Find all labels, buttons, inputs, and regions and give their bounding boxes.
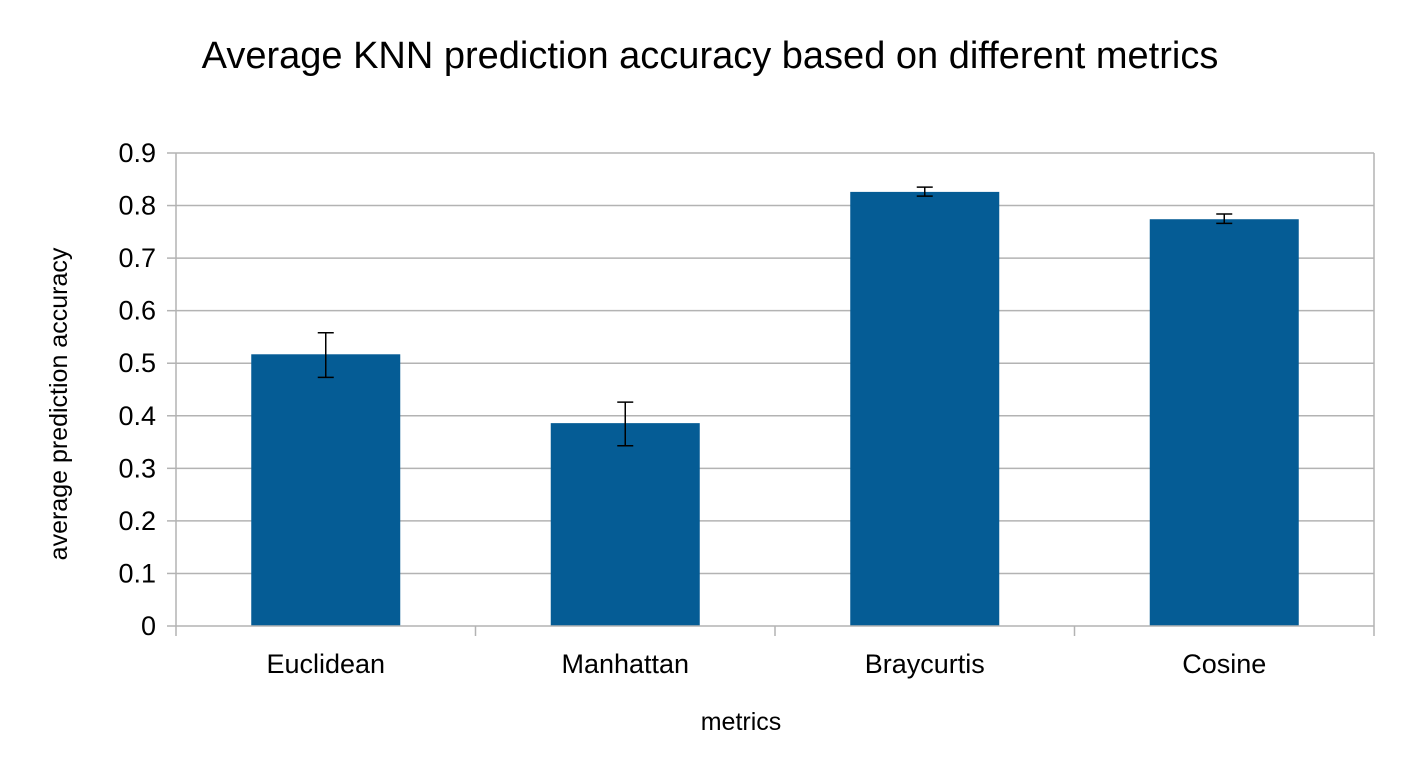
y-tick-label: 0.6 (118, 296, 156, 326)
y-tick-label: 0.9 (118, 138, 156, 168)
x-tick-label: Braycurtis (865, 649, 985, 679)
x-tick-label: Euclidean (266, 649, 385, 679)
y-axis-label: average prediction accuracy (45, 247, 73, 560)
error-bar-layer (317, 186, 1233, 447)
y-tick-label: 0.4 (118, 401, 156, 431)
x-tick-label: Manhattan (561, 649, 689, 679)
y-tick-label: 0.7 (118, 243, 156, 273)
x-tick-layer: Euclidean Manhattan Braycurtis Cosine (266, 649, 1266, 679)
bar-manhattan (550, 423, 700, 626)
y-tick-label: 0.5 (118, 348, 156, 378)
y-tick-label: 0.8 (118, 191, 156, 221)
bar-cosine (1149, 219, 1299, 626)
y-tick-label: 0.3 (118, 453, 156, 483)
axis-layer (167, 152, 1375, 636)
x-tick-label: Cosine (1182, 649, 1266, 679)
bar-braycurtis (850, 191, 1000, 626)
x-axis-label: metrics (701, 708, 782, 736)
y-tick-label: 0.2 (118, 506, 156, 536)
chart-title: Average KNN prediction accuracy based on… (202, 35, 1219, 77)
y-tick-label: 0.1 (118, 558, 156, 588)
bar-layer (251, 191, 1299, 626)
y-tick-label: 0 (141, 611, 156, 641)
bar-euclidean (251, 354, 401, 626)
y-tick-layer: 0 0.1 0.2 0.3 0.4 0.5 0.6 0.7 0.8 0.9 (118, 138, 156, 641)
